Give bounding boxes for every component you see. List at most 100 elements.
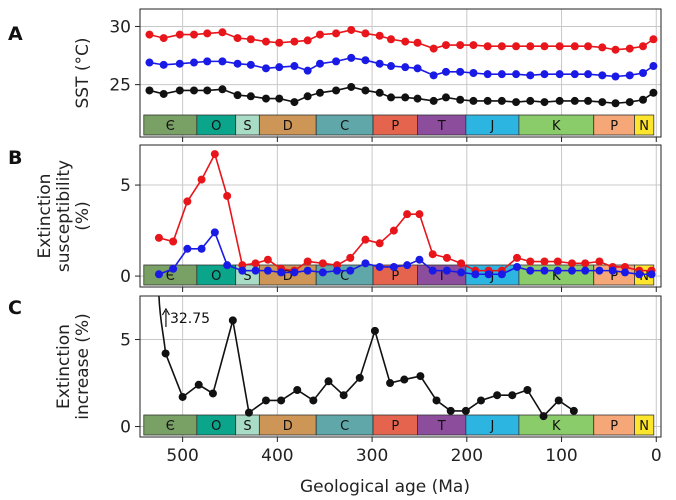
data-point [246,60,255,69]
data-point [387,35,396,44]
data-point [497,70,506,79]
data-point [446,406,455,415]
x-axis-label: Geological age (Ma) [300,477,470,497]
data-point [584,42,593,51]
period-label: N [639,269,649,284]
outlier-label: 32.75 [170,311,210,327]
period-label: P [391,269,399,284]
x-tick-label: 200 [451,446,483,466]
data-point [375,31,384,40]
data-point [375,59,384,68]
series-line [164,320,575,418]
data-point [469,96,478,105]
data-point [469,69,478,77]
data-point [569,406,578,415]
data-point [159,60,168,69]
data-point [159,89,168,98]
data-point [178,392,187,401]
panel-letter: C [8,297,22,319]
data-point [315,88,324,97]
data-point [461,406,470,415]
data-point [261,37,270,46]
data-point [413,94,422,103]
data-point [512,42,521,51]
data-point [387,62,396,71]
data-point [523,386,532,394]
data-point [159,34,168,43]
data-point [244,408,253,417]
data-point [145,86,154,95]
period-label: P [610,419,618,434]
data-point [493,391,502,400]
period-label: K [552,119,561,134]
data-point [469,41,478,50]
data-point [277,268,286,277]
data-point [415,210,424,219]
series-2 [145,82,658,108]
series-1 [145,53,658,81]
data-point [346,253,355,262]
data-point [218,28,227,37]
x-tick-label: 0 [651,446,662,466]
data-point [570,96,579,105]
data-point [401,93,410,102]
data-point [347,53,356,62]
data-point [429,44,438,53]
data-point [526,71,535,80]
data-point [403,210,412,219]
data-point [441,67,450,76]
data-point [189,30,198,39]
data-point [457,259,466,268]
data-point [401,37,410,46]
data-point [595,257,604,266]
data-point [611,45,620,54]
series-0 [154,150,656,275]
data-point [261,396,270,405]
data-point [555,42,564,51]
data-point [540,257,549,266]
data-point [513,262,522,271]
outlier-line [158,296,167,354]
data-point [145,58,154,67]
data-point [403,261,412,270]
data-point [387,93,396,102]
data-point [598,71,607,80]
data-point [347,25,356,34]
period-label: O [211,269,221,284]
period-label: P [610,119,618,134]
data-point [429,71,438,80]
data-point [318,259,327,268]
panel-c: Є O S D C P T J K P N 32.75 0 5 Extinction increase (%)… [8,295,662,442]
data-point [223,261,232,270]
data-point [513,253,522,262]
data-point [649,62,658,71]
data-point [456,67,465,76]
data-point [275,63,284,72]
data-point [611,72,620,81]
data-point [483,70,492,79]
data-point [309,396,318,405]
data-point [290,37,299,46]
period-label: Є [166,419,175,434]
data-point [315,30,324,39]
data-point [581,266,590,275]
y-axis-label: susceptibility [54,160,74,272]
data-point [457,268,466,277]
data-point [649,88,658,97]
data-point [361,259,370,268]
data-point [154,233,163,242]
data-point [584,70,593,79]
data-point [539,412,548,421]
y-axis-label: increase (%) [73,313,93,419]
period-label: S [243,269,251,284]
series-0 [145,25,658,54]
period-label: C [340,269,349,284]
data-point [194,380,203,389]
data-point [275,38,284,47]
data-point [416,372,425,381]
period-label: O [211,119,221,134]
period-label: T [437,269,446,284]
period-label: P [391,119,399,134]
data-point [290,268,299,277]
